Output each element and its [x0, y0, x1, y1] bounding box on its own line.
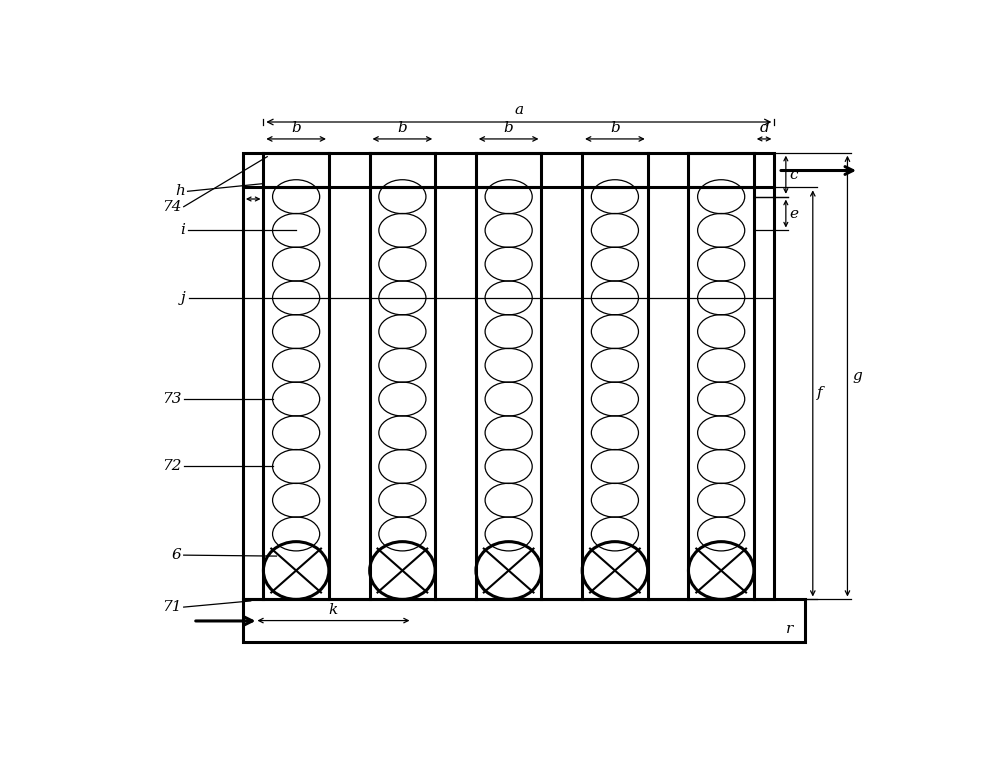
Text: r: r	[786, 622, 794, 635]
Text: c: c	[790, 168, 798, 182]
Text: 74: 74	[162, 200, 181, 214]
Text: f: f	[817, 386, 823, 401]
Text: 6: 6	[172, 548, 181, 562]
Text: i: i	[180, 223, 185, 237]
Text: a: a	[514, 103, 523, 117]
Text: d: d	[759, 121, 769, 135]
Text: 72: 72	[162, 460, 181, 473]
Bar	[243, 600, 805, 641]
Text: 71: 71	[162, 600, 181, 614]
Text: b: b	[610, 121, 620, 135]
Text: h: h	[175, 185, 185, 198]
Text: b: b	[291, 121, 301, 135]
Text: k: k	[329, 603, 338, 616]
Text: g: g	[852, 369, 862, 383]
Text: e: e	[790, 207, 799, 220]
Text: 73: 73	[162, 392, 181, 406]
Text: b: b	[504, 121, 514, 135]
Bar	[243, 153, 774, 600]
Text: j: j	[180, 291, 185, 305]
Text: b: b	[398, 121, 407, 135]
